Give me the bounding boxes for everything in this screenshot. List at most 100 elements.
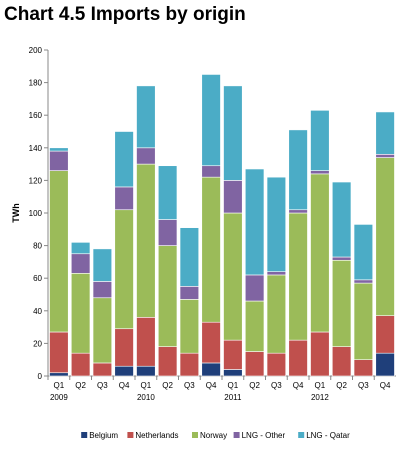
bar-segment-lng-other [201, 165, 221, 178]
bars [49, 74, 395, 377]
bar-segment-lng-other [157, 219, 178, 246]
bar-segment-norway [70, 273, 91, 354]
bar-segment-netherlands [157, 346, 178, 377]
y-tick-label: 120 [29, 176, 43, 185]
legend-swatch [192, 432, 198, 438]
legend-swatch [233, 432, 240, 438]
bar-segment-norway [266, 274, 287, 354]
bar-segment-norway [310, 173, 330, 333]
bar-segment-lng-qatar [49, 147, 69, 152]
x-tick-label: Q2 [336, 381, 347, 390]
y-tick-label: 80 [33, 242, 42, 251]
y-axis-label: TWh [11, 203, 21, 223]
bar-segment-norway [92, 297, 113, 364]
bar-segment-norway [157, 245, 178, 347]
x-tick-label: Q4 [380, 381, 391, 390]
bar-segment-netherlands [201, 321, 221, 364]
legend-label: Netherlands [135, 431, 178, 440]
legend-swatch [81, 432, 88, 438]
bar-segment-lng-qatar [136, 85, 156, 149]
x-tick-label: Q2 [162, 381, 173, 390]
bar-segment-belgium [136, 365, 156, 377]
bar-segment-norway [244, 300, 265, 352]
x-tick-label: Q3 [358, 381, 369, 390]
x-tick-label: Q2 [75, 381, 86, 390]
legend: Belgium Netherlands Norway LNG - Other LNG -… [81, 431, 350, 440]
bar-segment-netherlands [375, 315, 395, 354]
x-tick-label: Q4 [206, 381, 217, 390]
bar-segment-lng-qatar [70, 242, 91, 255]
bar-segment-lng-other [114, 186, 134, 211]
bar-segment-belgium [114, 365, 134, 377]
bar-segment-norway [353, 282, 374, 360]
bar-segment-lng-qatar [157, 165, 178, 220]
bar-segment-lng-other [49, 150, 69, 171]
bar-segment-norway [375, 157, 395, 316]
bar-segment-lng-other [136, 147, 156, 165]
bar-segment-norway [331, 259, 352, 347]
bar-segment-netherlands [92, 362, 113, 377]
bar-segment-netherlands [331, 346, 352, 377]
legend-swatch [127, 432, 134, 438]
x-tick-label: Q2 [249, 381, 260, 390]
x-year-label: 2010 [137, 393, 155, 402]
bar-segment-netherlands [244, 351, 265, 377]
bar-segment-lng-other [331, 256, 352, 261]
legend-label: Belgium [89, 431, 118, 440]
y-tick-label: 160 [29, 111, 43, 120]
bar-segment-lng-other [223, 180, 243, 214]
bar-segment-lng-other [288, 209, 308, 214]
bar-segment-lng-qatar [114, 131, 134, 188]
bar-segment-belgium [49, 372, 69, 377]
y-tick-label: 60 [33, 274, 42, 283]
bar-segment-lng-other [70, 253, 91, 274]
bar-segment-lng-qatar [266, 176, 287, 272]
bar-segment-norway [288, 212, 308, 341]
bar-segment-lng-other [179, 286, 200, 300]
chart-frame: 0 20 40 60 80 100 120 140 160 180 200 TWh Q1 Q2 Q3 Q4 Q… [6, 34, 403, 452]
bar-segment-norway [136, 163, 156, 318]
x-tick-label: Q1 [228, 381, 239, 390]
bar-segment-lng-qatar [92, 248, 113, 282]
x-tick-label: Q3 [97, 381, 108, 390]
bar-segment-norway [223, 212, 243, 341]
bar-segment-netherlands [223, 339, 243, 370]
bar-segment-lng-qatar [353, 224, 374, 281]
bar-segment-lng-other [266, 271, 287, 276]
bar-segment-lng-qatar [179, 227, 200, 287]
bar-segment-norway [201, 176, 221, 323]
bar-segment-netherlands [70, 352, 91, 377]
x-tick-label: Q4 [293, 381, 304, 390]
bar-segment-lng-other [244, 274, 265, 302]
bar-segment-lng-other [353, 279, 374, 284]
bar-segment-lng-qatar [331, 181, 352, 258]
bar-segment-lng-qatar [288, 129, 308, 211]
y-tick-label: 200 [29, 46, 43, 55]
bar-segment-lng-other [375, 154, 395, 158]
x-tick-label: Q1 [141, 381, 152, 390]
bar-segment-netherlands [266, 352, 287, 377]
bar-segment-netherlands [179, 352, 200, 377]
legend-label: LNG - Other [242, 431, 286, 440]
y-tick-label: 180 [29, 79, 43, 88]
y-tick-label: 100 [29, 209, 43, 218]
legend-label: Norway [200, 431, 227, 440]
bar-segment-netherlands [114, 328, 134, 367]
bar-segment-lng-qatar [375, 111, 395, 155]
x-year-label: 2011 [224, 393, 242, 402]
bar-segment-netherlands [310, 331, 330, 377]
bar-segment-lng-qatar [223, 85, 243, 181]
x-axis-labels: Q1 Q2 Q3 Q4 Q1 Q2 Q3 Q4 Q1 Q2 Q3 Q4 Q1 Q2 Q3 Q4 2009 2010… [50, 381, 391, 402]
y-tick-label: 0 [38, 372, 43, 381]
x-tick-label: Q1 [315, 381, 326, 390]
y-tick-label: 40 [33, 307, 42, 316]
bar-segment-lng-other [92, 281, 113, 299]
y-tick-label: 140 [29, 144, 43, 153]
legend-swatch [298, 432, 305, 438]
x-tick-label: Q3 [184, 381, 195, 390]
x-tick-label: Q3 [271, 381, 282, 390]
bar-segment-netherlands [353, 359, 374, 377]
bar-segment-lng-qatar [244, 168, 265, 276]
bar-segment-lng-other [310, 170, 330, 175]
